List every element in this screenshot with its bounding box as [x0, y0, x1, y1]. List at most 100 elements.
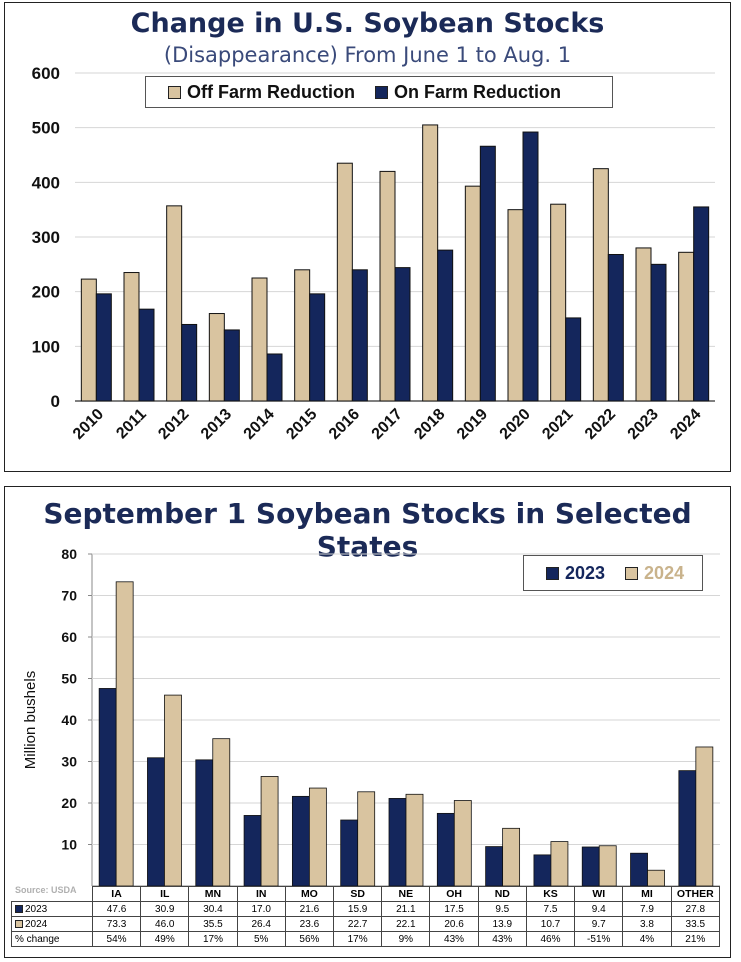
y-tick-label: 0 — [51, 392, 60, 411]
table-cell: 73.3 — [91, 916, 142, 932]
bar-2024 — [260, 776, 279, 887]
x-tick-label: 2011 — [113, 406, 150, 443]
bar-2024 — [502, 827, 521, 887]
x-tick-label: IA — [91, 886, 142, 902]
legend-swatch-2024 — [625, 566, 639, 580]
table-row-label: 2024 — [11, 916, 93, 932]
x-tick-label: 2015 — [283, 406, 320, 443]
bar-off-farm — [336, 162, 353, 402]
table-cell: 46.0 — [140, 916, 190, 932]
bar-off-farm — [422, 124, 439, 402]
x-tick-label: MN — [188, 886, 238, 902]
bar-on-farm — [565, 317, 582, 402]
legend-label-off-farm: Off Farm Reduction — [187, 81, 356, 102]
bar-2023 — [98, 688, 117, 887]
x-tick-label: 2018 — [411, 406, 448, 443]
y-tick-label: 10 — [61, 837, 77, 853]
table-cell: 13.9 — [477, 916, 527, 932]
bar-2024 — [212, 738, 231, 887]
bar-on-farm — [223, 329, 240, 402]
bar-2024 — [550, 841, 569, 887]
x-tick-label: SD — [333, 886, 383, 902]
y-tick-label: 20 — [61, 795, 77, 811]
bar-off-farm — [294, 269, 311, 402]
x-tick-label: 2023 — [625, 406, 662, 443]
bar-2024 — [357, 791, 376, 887]
bar-off-farm — [166, 205, 183, 402]
bar-off-farm — [550, 203, 567, 402]
legend-swatch-2023 — [546, 566, 559, 580]
bar-2023 — [291, 795, 310, 887]
bar-off-farm — [464, 185, 481, 402]
table-cell: 20.6 — [429, 916, 479, 932]
table-cell: 30.9 — [140, 901, 190, 917]
table-cell: 3.8 — [622, 916, 672, 932]
bar-2023 — [195, 759, 214, 887]
table-cell: 26.4 — [236, 916, 286, 932]
y-tick-label: 500 — [32, 119, 60, 138]
table-cell: 7.9 — [622, 901, 672, 917]
bar-on-farm — [607, 253, 624, 402]
y-tick-label: 40 — [61, 712, 77, 728]
table-cell: 21.1 — [381, 901, 431, 917]
table-cell: 33.5 — [670, 916, 721, 932]
bar-2023 — [678, 770, 697, 887]
x-tick-label: 2019 — [454, 406, 491, 443]
bar-off-farm — [123, 272, 140, 402]
table-cell: 17% — [333, 931, 383, 947]
legend: 2023 2024 — [523, 555, 703, 591]
legend-label-2023: 2023 — [565, 562, 606, 583]
bar-on-farm — [522, 131, 539, 402]
table-cell: 9.5 — [477, 901, 527, 917]
table-cell: 43% — [477, 931, 527, 947]
y-tick-label: 300 — [32, 228, 60, 247]
table-row-label: 2023 — [11, 901, 93, 917]
table-corner — [12, 887, 93, 902]
bar-on-farm — [266, 353, 283, 402]
x-tick-label: 2014 — [241, 406, 278, 443]
bar-on-farm — [479, 145, 496, 402]
legend-swatch-on-farm — [375, 85, 389, 99]
table-cell: 43% — [429, 931, 479, 947]
table-cell: 21.6 — [284, 901, 335, 917]
legend-label-on-farm: On Farm Reduction — [394, 81, 562, 102]
y-axis-label: Million bushels — [22, 671, 39, 769]
legend-item-off-farm: Off Farm Reduction — [168, 82, 355, 103]
x-tick-label: 2017 — [369, 406, 406, 443]
x-tick-label: 2013 — [198, 406, 235, 443]
y-tick-label: 600 — [32, 64, 60, 83]
y-tick-label: 30 — [61, 754, 77, 770]
x-tick-label: KS — [525, 886, 576, 902]
bar-on-farm — [693, 206, 710, 402]
table-cell: 22.7 — [333, 916, 383, 932]
chart-subtitle: (Disappearance) From June 1 to Aug. 1 — [163, 43, 572, 67]
chart-plot: 10 20 30 40 50 60 70 80 Million bushels — [22, 546, 720, 887]
table-row: % change 54% 49% 17% 5% 56% 17% 9% 43% 43% 46% -51%… — [11, 931, 721, 947]
table-cell: 30.4 — [188, 901, 238, 917]
table-cell: 22.1 — [381, 916, 431, 932]
x-tick-label: NE — [381, 886, 431, 902]
table-cell: 9% — [381, 931, 431, 947]
bar-on-farm — [181, 323, 198, 402]
x-tick-label: MI — [622, 886, 672, 902]
legend-item-on-farm: On Farm Reduction — [375, 82, 561, 103]
bar-2023 — [436, 812, 455, 887]
table-cell: 10.7 — [525, 916, 576, 932]
bar-2023 — [340, 819, 359, 887]
table-cell: 5% — [236, 931, 286, 947]
table-cell: 49% — [140, 931, 190, 947]
table-cell: 54% — [91, 931, 142, 947]
bar-2023 — [581, 846, 600, 887]
bar-2024 — [405, 793, 424, 887]
table-cell: 9.7 — [574, 916, 624, 932]
bar-on-farm — [650, 263, 667, 402]
x-tick-label: 2020 — [497, 406, 534, 443]
bar-on-farm — [309, 293, 326, 402]
bar-off-farm — [379, 170, 396, 402]
bar-off-farm — [507, 209, 524, 402]
table-swatch — [15, 904, 23, 913]
bar-2023 — [485, 846, 504, 887]
bar-on-farm — [95, 293, 112, 402]
table-cell: -51% — [574, 931, 624, 947]
